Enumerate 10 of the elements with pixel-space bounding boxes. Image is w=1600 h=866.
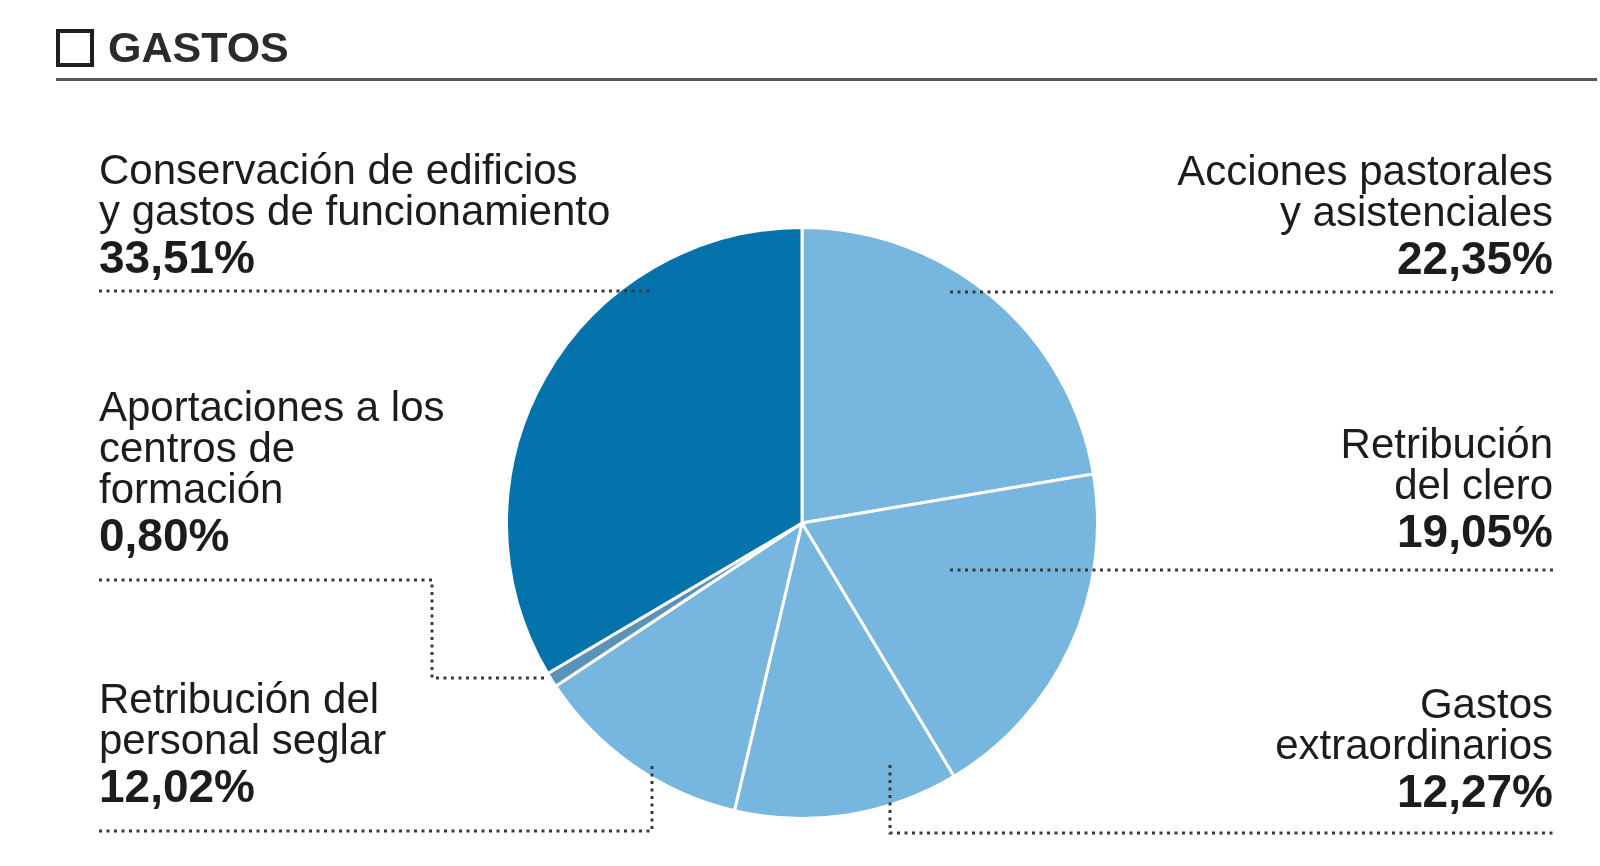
slice-label: Retribución del personal seglar <box>99 675 387 763</box>
slice-label: Aportaciones a los centros de formación <box>99 383 445 512</box>
data-label: 19,05% <box>1396 505 1553 557</box>
data-label: 22,35% <box>1396 232 1553 284</box>
slice-label: Gastos extraordinarios <box>1275 680 1553 768</box>
chart-title: GASTOS <box>108 23 289 71</box>
slice-label: Retribución del clero <box>1340 420 1553 508</box>
slice-label: Acciones pastorales y asistenciales <box>1177 147 1553 235</box>
data-label: 12,27% <box>1396 765 1553 817</box>
data-label: 0,80% <box>99 509 230 561</box>
